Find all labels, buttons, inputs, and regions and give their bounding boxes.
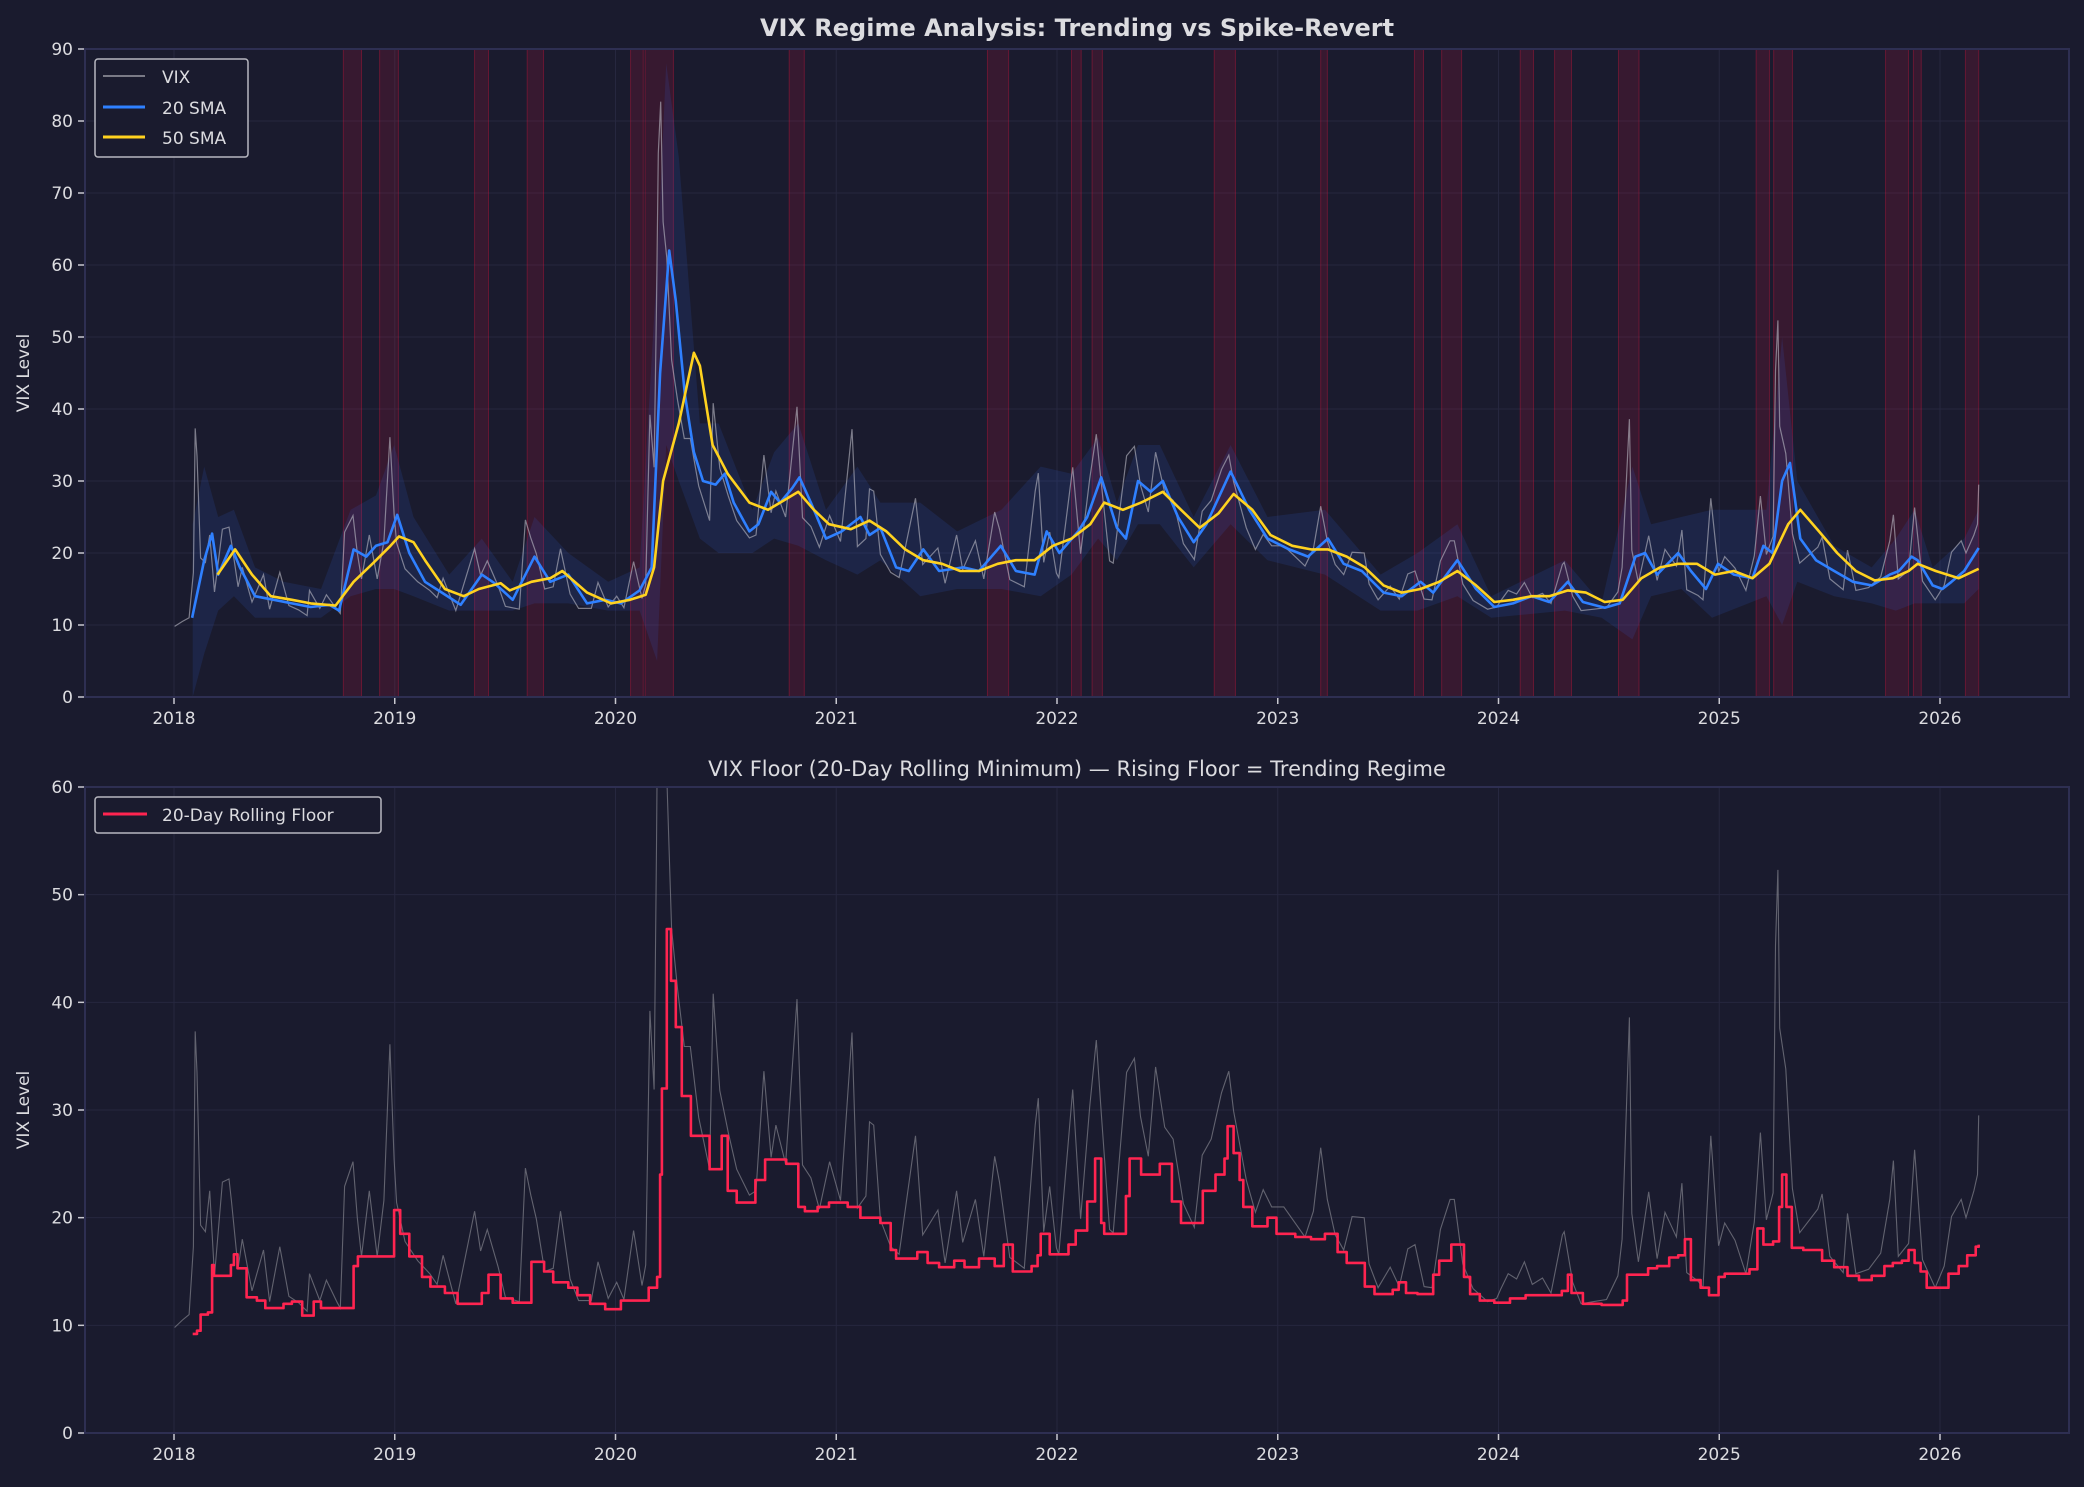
bottom-legend: 20-Day Rolling Floor [94, 796, 382, 834]
regime-span [1213, 49, 1236, 697]
y-tick-label: 10 [51, 1316, 73, 1336]
y-tick-label: 90 [51, 40, 73, 60]
x-tick-label: 2026 [1918, 709, 1961, 729]
x-tick-label: 2022 [1035, 1445, 1078, 1465]
regime-span [1885, 49, 1910, 697]
regime-span [1964, 49, 1980, 697]
bottom-y-axis-label: VIX Level [14, 1071, 34, 1150]
y-tick-label: 70 [51, 184, 73, 204]
regime-span [630, 49, 644, 697]
sma50-line [216, 351, 1980, 607]
x-tick-label: 2024 [1477, 1445, 1520, 1465]
x-tick-label: 2019 [373, 709, 416, 729]
y-tick-label: 20 [51, 544, 73, 564]
regime-span [342, 49, 362, 697]
x-tick-label: 2020 [594, 709, 637, 729]
x-tick-label: 2019 [373, 1445, 416, 1465]
y-tick-label: 30 [51, 1101, 73, 1121]
top-y-axis-label: VIX Level [14, 334, 34, 413]
regime-span [1912, 49, 1922, 697]
y-tick-label: 20 [51, 1209, 73, 1229]
legend-sma50-label: 50 SMA [162, 129, 226, 149]
regime-span [1441, 49, 1463, 697]
y-tick-label: 50 [51, 328, 73, 348]
vix-background-line [174, 787, 1980, 1328]
regime-span [1755, 49, 1770, 697]
legend-floor-label: 20-Day Rolling Floor [162, 806, 334, 826]
rolling-floor-line [192, 927, 1980, 1336]
regime-span [1413, 49, 1425, 697]
y-tick-label: 60 [51, 778, 73, 798]
legend-vix-label: VIX [162, 68, 191, 88]
x-tick-label: 2022 [1035, 709, 1078, 729]
x-tick-label: 2018 [152, 1445, 195, 1465]
regime-span [1519, 49, 1534, 697]
regime-span [788, 49, 805, 697]
x-tick-label: 2018 [152, 709, 195, 729]
x-tick-label: 2026 [1918, 1445, 1961, 1465]
x-tick-label: 2025 [1698, 1445, 1741, 1465]
regime-span [986, 49, 1010, 697]
y-tick-label: 40 [51, 993, 73, 1013]
regime-span [1071, 49, 1082, 697]
y-tick-label: 30 [51, 472, 73, 492]
y-tick-label: 0 [62, 688, 73, 708]
axes-frame [84, 786, 2070, 1434]
regime-span [1554, 49, 1572, 697]
top-legend-box [94, 58, 249, 158]
bottom-legend-box [94, 796, 382, 834]
bottom-plot-area: 0 10 20 30 40 50 60 2018 2019 2020 2021 2022 2023 202… [51, 778, 2070, 1465]
y-tick-label: 60 [51, 256, 73, 276]
x-tick-label: 2021 [815, 1445, 858, 1465]
y-tick-label: 50 [51, 886, 73, 906]
regime-span [526, 49, 545, 697]
y-tick-label: 10 [51, 616, 73, 636]
plot-marks [174, 49, 1980, 697]
vix-line [174, 101, 1980, 627]
regime-span [1091, 49, 1103, 697]
top-plot-area: 0 10 20 30 40 50 60 70 80 90 2018 2019 2020 2021 2022 2… [51, 40, 2070, 729]
x-tick-label: 2023 [1256, 1445, 1299, 1465]
regime-span [1773, 49, 1793, 697]
top-chart-title: VIX Regime Analysis: Trending vs Spike-R… [760, 14, 1394, 42]
y-tick-label: 0 [62, 1424, 73, 1444]
regime-span [474, 49, 489, 697]
sma20-line [190, 249, 1980, 619]
x-tick-label: 2025 [1698, 709, 1741, 729]
top-legend: VIX 20 SMA 50 SMA [94, 58, 249, 158]
regime-span [379, 49, 399, 697]
y-tick-label: 40 [51, 400, 73, 420]
plot-marks [174, 787, 1980, 1336]
x-tick-label: 2021 [815, 709, 858, 729]
bottom-chart-title: VIX Floor (20-Day Rolling Minimum) — Ris… [708, 757, 1446, 781]
legend-sma20-label: 20 SMA [162, 99, 226, 119]
y-tick-label: 80 [51, 112, 73, 132]
axes-frame [84, 48, 2070, 698]
regime-span [1320, 49, 1328, 697]
x-tick-label: 2023 [1256, 709, 1299, 729]
x-tick-label: 2024 [1477, 709, 1520, 729]
x-tick-label: 2020 [594, 1445, 637, 1465]
